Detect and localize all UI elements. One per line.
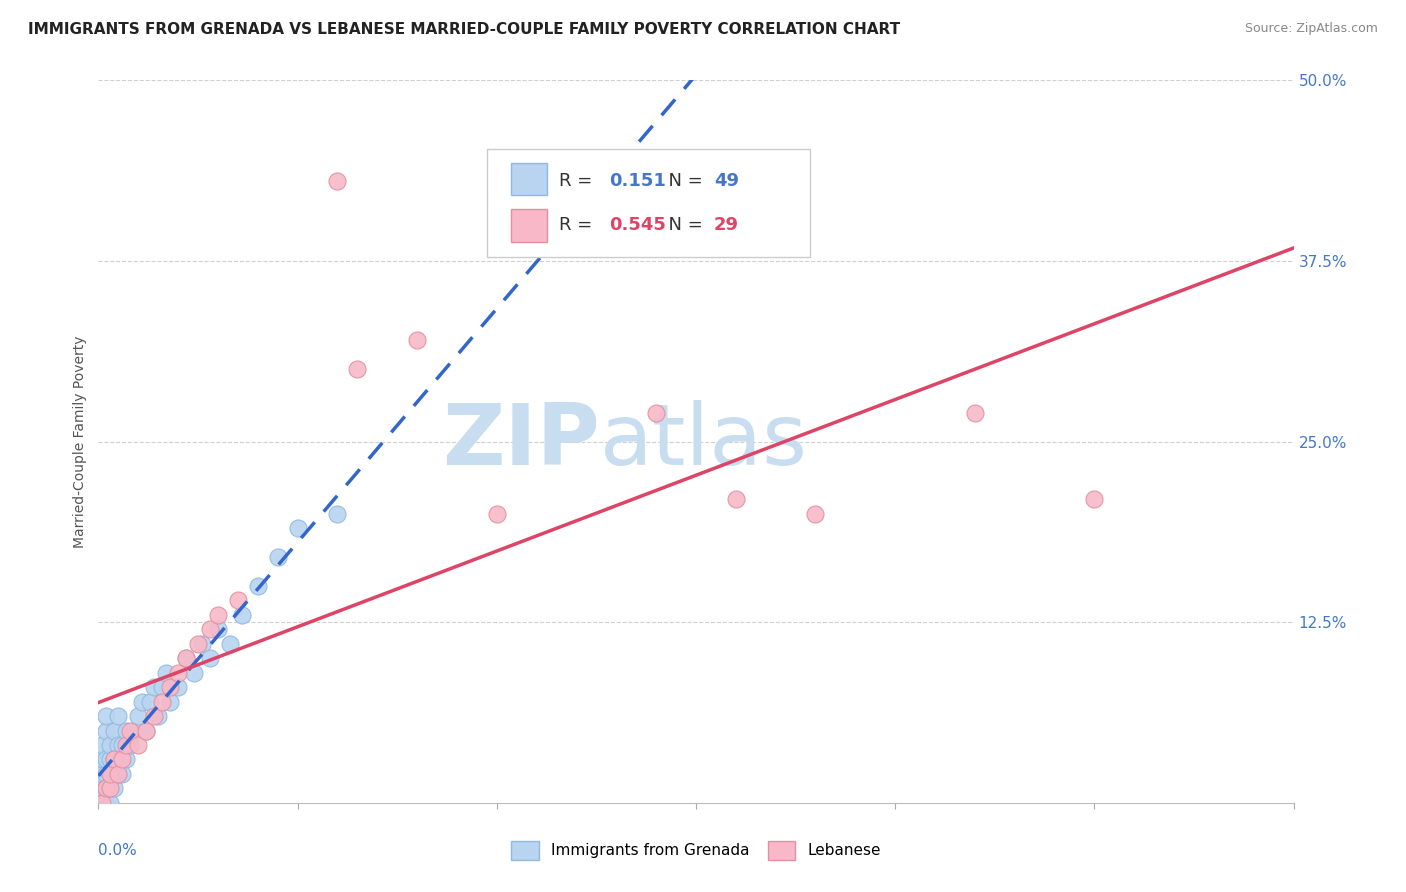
Point (98, 767, 122, 781)
Text: IMMIGRANTS FROM GRENADA VS LEBANESE MARRIED-COUPLE FAMILY POVERTY CORRELATION CH: IMMIGRANTS FROM GRENADA VS LEBANESE MARR… (28, 22, 900, 37)
Point (326, 507, 349, 521)
Point (174, 651, 197, 665)
Point (167, 680, 190, 694)
Point (724, 492, 747, 507)
Point (219, 637, 242, 651)
Point (148, 709, 170, 723)
Point (96, 767, 118, 781)
Point (167, 665, 190, 680)
Point (98, 781, 122, 796)
Point (139, 695, 162, 709)
Point (963, 406, 986, 420)
Point (111, 738, 134, 752)
Text: 0.0%: 0.0% (98, 843, 138, 857)
Point (287, 521, 309, 535)
Text: atlas: atlas (600, 400, 808, 483)
Point (191, 637, 214, 651)
Point (207, 607, 229, 622)
Point (96, 781, 118, 796)
Point (91, 738, 114, 752)
Text: Source: ZipAtlas.com: Source: ZipAtlas.com (1244, 22, 1378, 36)
Point (91, 796, 114, 810)
Text: N =: N = (657, 217, 709, 235)
Point (127, 738, 149, 752)
Point (98, 738, 122, 752)
Point (226, 593, 249, 607)
Point (159, 695, 181, 709)
Point (107, 738, 129, 752)
Point (91, 767, 114, 781)
Point (131, 695, 153, 709)
Point (91, 796, 114, 810)
Point (135, 723, 157, 738)
Point (103, 752, 125, 766)
Point (143, 709, 166, 723)
Point (115, 738, 138, 752)
Point (183, 665, 205, 680)
Point (91, 752, 114, 766)
Point (406, 334, 429, 348)
Point (143, 680, 166, 694)
Point (91, 781, 114, 796)
Point (107, 767, 129, 781)
Text: R =: R = (558, 217, 598, 235)
Point (207, 623, 229, 637)
FancyBboxPatch shape (510, 162, 547, 195)
Point (231, 607, 253, 622)
Point (326, 174, 349, 188)
Point (267, 550, 290, 565)
Point (96, 709, 118, 723)
Legend: Immigrants from Grenada, Lebanese: Immigrants from Grenada, Lebanese (503, 833, 889, 867)
Point (103, 752, 125, 766)
Point (187, 637, 209, 651)
Point (107, 709, 129, 723)
Text: N =: N = (657, 172, 709, 190)
FancyBboxPatch shape (486, 149, 810, 257)
Point (115, 723, 138, 738)
Point (96, 723, 118, 738)
Point (107, 767, 129, 781)
FancyBboxPatch shape (510, 209, 547, 242)
Point (111, 767, 134, 781)
Point (98, 796, 122, 810)
Text: ZIP: ZIP (443, 400, 600, 483)
Point (155, 665, 177, 680)
Text: 29: 29 (714, 217, 740, 235)
Point (96, 781, 118, 796)
Point (150, 695, 173, 709)
Point (120, 723, 142, 738)
Point (96, 796, 118, 810)
Point (103, 723, 125, 738)
Point (804, 507, 827, 521)
Point (111, 752, 134, 766)
Point (246, 579, 269, 593)
Point (346, 362, 368, 376)
Point (174, 651, 197, 665)
Point (159, 680, 181, 694)
Point (98, 752, 122, 766)
Point (150, 680, 173, 694)
Text: R =: R = (558, 172, 598, 190)
Point (198, 623, 221, 637)
Point (124, 723, 146, 738)
Point (135, 723, 157, 738)
Y-axis label: Married-Couple Family Poverty: Married-Couple Family Poverty (73, 335, 87, 548)
Point (485, 507, 508, 521)
Point (1083, 492, 1105, 507)
Text: 49: 49 (714, 172, 740, 190)
Point (115, 752, 138, 766)
Point (198, 651, 221, 665)
Point (127, 709, 149, 723)
Point (645, 406, 668, 420)
Point (98, 767, 122, 781)
Point (103, 781, 125, 796)
Point (120, 738, 142, 752)
Point (98, 781, 122, 796)
Text: 0.545: 0.545 (609, 217, 665, 235)
Text: 0.151: 0.151 (609, 172, 665, 190)
Point (96, 752, 118, 766)
